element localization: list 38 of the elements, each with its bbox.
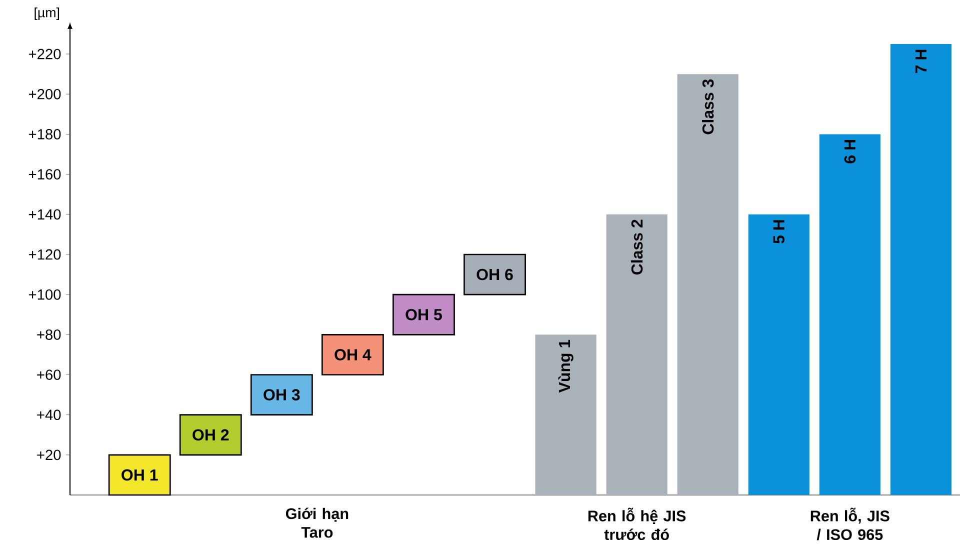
- x-tick-label: OH 4: [334, 349, 372, 360]
- bar: [819, 134, 880, 495]
- x-tick-label: Class 3: [702, 79, 714, 134]
- y-tick-label: +60: [37, 370, 61, 380]
- x-tick-label: Class 2: [630, 220, 643, 274]
- y-tick-label: +220: [28, 48, 61, 60]
- y-tick-label: +180: [28, 129, 61, 140]
- x-tick-label: OH 5: [406, 308, 442, 320]
- text: Giới hạn Taro: [286, 508, 348, 538]
- x-tick-label: OH 2: [192, 429, 229, 441]
- text: Ren lỗ, JIS / ISO 965: [810, 508, 890, 540]
- bar: [606, 214, 668, 495]
- y-tick-label: +20: [37, 450, 61, 460]
- x-tick-label: 7 H: [915, 50, 926, 73]
- x-tick-label: OH 1: [122, 469, 158, 481]
- y-tick-label: +40: [37, 410, 61, 420]
- bar: [321, 334, 384, 376]
- x-tick-label: OH 6: [476, 268, 513, 280]
- y-tick-label: +140: [28, 209, 61, 220]
- bar: [179, 414, 242, 456]
- y-tick-label: +100: [28, 289, 61, 300]
- bar: [677, 74, 738, 495]
- y-tick-label: +200: [28, 88, 61, 100]
- bar: [890, 44, 952, 495]
- y-tick-label: +80: [37, 329, 61, 340]
- y-tick-label: +160: [28, 169, 61, 180]
- bar: [464, 254, 526, 296]
- y-axis-title: [µm]: [34, 8, 60, 20]
- x-tick-label: 5 H: [773, 220, 784, 244]
- bar: [535, 334, 596, 495]
- y-tick-label: +120: [28, 249, 61, 260]
- bar: [250, 374, 313, 416]
- x-tick-label: OH 3: [264, 389, 300, 400]
- bar: [748, 214, 810, 495]
- text: Ren lỗ hệ JIS trước đó: [588, 508, 686, 540]
- x-tick-label: Vùng 1: [558, 340, 574, 393]
- bar: [392, 294, 455, 336]
- x-tick-label: 6 H: [844, 140, 856, 164]
